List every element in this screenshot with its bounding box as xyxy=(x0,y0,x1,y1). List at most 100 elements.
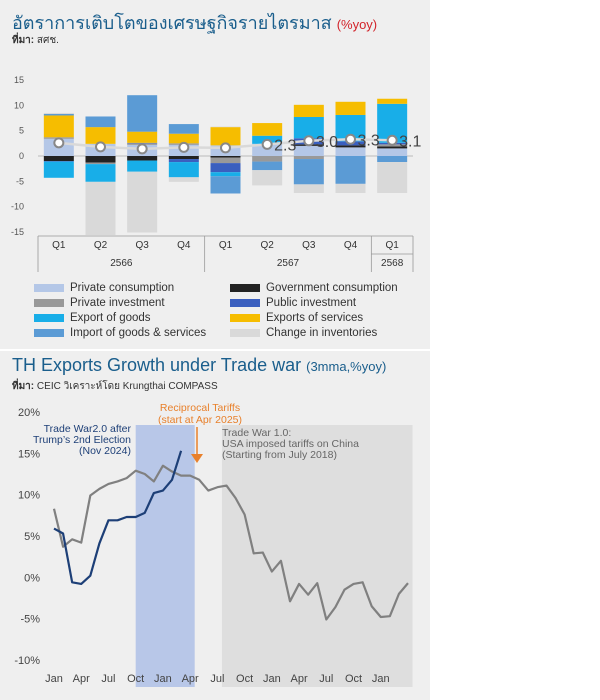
bar-segment xyxy=(377,146,408,149)
x-tick-label: Jan xyxy=(372,673,390,685)
gdp-point xyxy=(220,142,231,154)
bar-segment xyxy=(293,104,324,117)
legend-item: Exports of services xyxy=(230,312,363,324)
gdp-data-label: 3.0 xyxy=(316,134,338,151)
legend-swatch xyxy=(34,314,64,322)
legend-swatch xyxy=(34,329,64,337)
chart2-source: ที่มา: CEIC วิเคราะห์โดย Krungthai COMPA… xyxy=(12,381,218,392)
x-tick-label: Jan xyxy=(263,673,281,685)
bar-segment xyxy=(252,123,283,136)
legend-item: Export of goods xyxy=(34,312,151,324)
bar-segment xyxy=(85,181,116,236)
bar-segment xyxy=(85,127,116,144)
bar-segment xyxy=(210,172,241,177)
bar-segment xyxy=(43,156,74,162)
series-line xyxy=(53,450,183,586)
bar-segment xyxy=(168,124,199,134)
y-tick-label: -15 xyxy=(11,227,24,237)
annotation-arrowhead xyxy=(191,454,203,463)
bar-segment xyxy=(293,145,324,156)
gdp-point xyxy=(303,135,315,147)
annotation-trade-war-1: (Starting from July 2018) xyxy=(222,449,337,461)
x-tick-label: Q1 xyxy=(219,240,233,251)
x-tick-label: Q3 xyxy=(135,240,149,251)
bar-segment xyxy=(168,159,199,163)
gdp-point xyxy=(386,134,398,146)
chart2-title: TH Exports Growth under Trade war (3mma,… xyxy=(12,355,387,375)
chart1-unit: (%yoy) xyxy=(336,17,378,32)
bar-segment xyxy=(335,147,366,156)
y-tick-label: 5 xyxy=(19,126,24,136)
annotation-trade-war-1: USA imposed tariffs on China xyxy=(222,438,359,450)
legend-swatch xyxy=(34,284,64,292)
bar-segment xyxy=(293,159,324,185)
annotation-trade-war-2: Trump’s 2nd Election xyxy=(33,434,131,446)
series-line xyxy=(52,464,409,621)
y-tick-label: -5 xyxy=(16,176,24,186)
x-tick-label: Jul xyxy=(210,673,224,685)
x-group-label: 2566 xyxy=(110,258,133,269)
gdp-point xyxy=(95,141,106,153)
x-tick-label: Apr xyxy=(182,673,199,685)
gdp-data-label: 3.3 xyxy=(358,132,380,149)
x-tick-label: Jan xyxy=(45,673,63,685)
legend-item: Government consumption xyxy=(230,282,398,294)
shaded-period xyxy=(221,425,413,687)
gdp-stacked-bar-chart: 15 10 5 0 -5 -10 -15 2.3 3.0 3.3 3.1 Q1 Q2 Q3 Q4 Q1 Q2 Q3… xyxy=(11,75,422,272)
bar-segment xyxy=(43,112,74,114)
bar-segment xyxy=(293,116,324,139)
bar-segment xyxy=(335,183,366,193)
bar-segment xyxy=(252,170,283,186)
bar-segment xyxy=(127,95,158,132)
x-tick-label: Q3 xyxy=(302,240,316,251)
gdp-point xyxy=(136,143,148,155)
bar-segment xyxy=(210,127,241,146)
legend-label: Government consumption xyxy=(266,282,398,294)
legend-label: Private consumption xyxy=(70,282,175,294)
legend-label: Import of goods & services xyxy=(70,327,207,339)
legend-swatch xyxy=(230,314,260,322)
annotation-trade-war-2: (Nov 2024) xyxy=(79,445,131,457)
bar-segment xyxy=(168,133,199,144)
x-tick-label: Q2 xyxy=(260,240,274,251)
bar-segment xyxy=(210,126,241,128)
y-tick-label: 15 xyxy=(14,75,24,85)
legend-item: Private consumption xyxy=(34,282,174,294)
legend-swatch xyxy=(34,299,64,307)
y-tick-label: 10% xyxy=(18,490,40,502)
exports-line-chart: 20% 15% 10% 5% 0% -5% -10% Jan Apr Jul Oct Jan Apr Ju… xyxy=(14,402,413,687)
bar-segment xyxy=(127,131,158,143)
bar-segment xyxy=(168,156,199,160)
bar-segment xyxy=(85,116,116,128)
x-tick-label: Oct xyxy=(236,673,253,685)
y-tick-label: -10 xyxy=(11,202,24,212)
chart2-unit: (3mma,%yoy) xyxy=(306,359,387,374)
bar-segment xyxy=(293,184,324,193)
legend-item: Private investment xyxy=(34,297,165,309)
chart1-title: อัตราการเติบโตของเศรษฐกิจรายไตรมาส (%yoy… xyxy=(12,13,378,33)
x-tick-label: Q1 xyxy=(385,240,399,251)
legend-item: Public investment xyxy=(230,297,356,309)
annotation-trade-war-2: Trade War2.0 after xyxy=(44,423,132,435)
bar-segment xyxy=(85,164,116,182)
bar-segment xyxy=(335,101,366,115)
bar-segment xyxy=(377,98,408,104)
x-tick-label: Jul xyxy=(101,673,115,685)
y-tick-label: 5% xyxy=(24,531,40,543)
bar-segment xyxy=(210,157,241,164)
chart1-source: ที่มา: สศช. xyxy=(12,35,59,46)
bar-segment xyxy=(168,177,199,182)
gdp-point xyxy=(261,138,273,150)
bar-segment xyxy=(168,162,199,178)
gdp-point xyxy=(178,141,190,153)
shaded-period xyxy=(135,425,195,687)
x-group-label: 2568 xyxy=(381,258,404,269)
gdp-data-label: 3.1 xyxy=(399,133,421,150)
x-group-label: 2567 xyxy=(277,258,300,269)
bar-segment xyxy=(43,161,74,162)
legend-swatch xyxy=(230,284,260,292)
x-tick-label: Oct xyxy=(345,673,362,685)
y-tick-label: 0 xyxy=(19,151,24,161)
x-tick-label: Oct xyxy=(127,673,144,685)
x-tick-label: Jul xyxy=(319,673,333,685)
